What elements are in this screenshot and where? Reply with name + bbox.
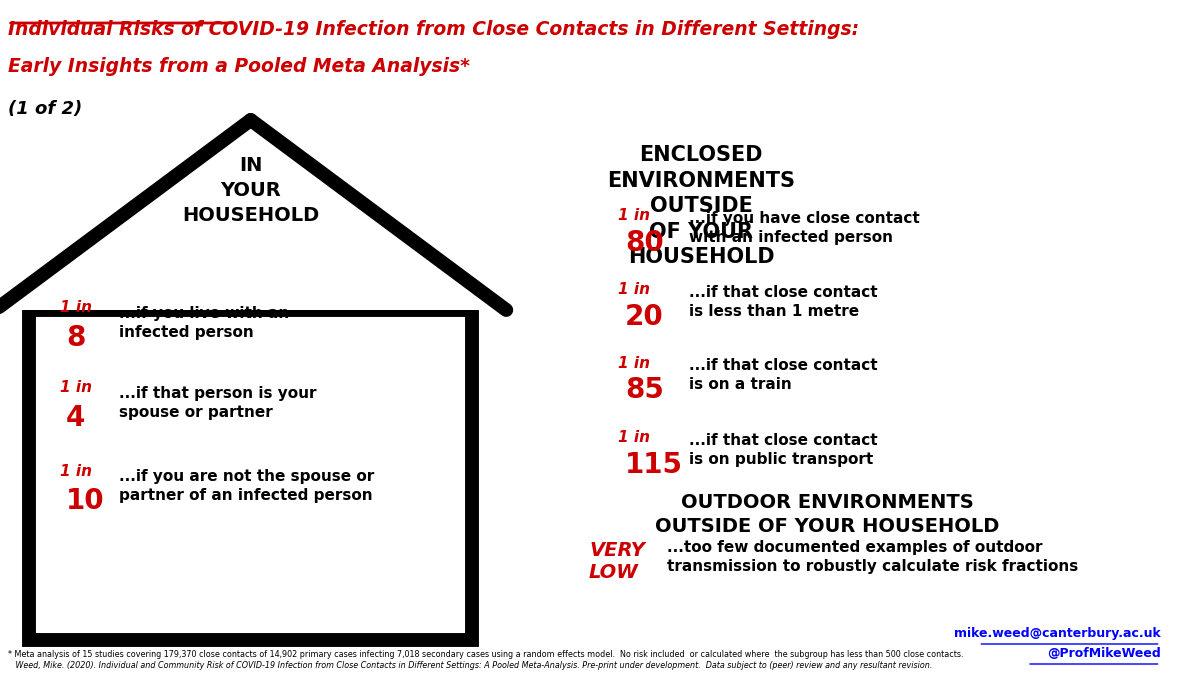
Text: 20: 20	[625, 303, 664, 331]
Text: 4: 4	[66, 404, 85, 432]
Text: ...if you are not the spouse or
partner of an infected person: ...if you are not the spouse or partner …	[119, 468, 374, 504]
Text: IN
YOUR
HOUSEHOLD: IN YOUR HOUSEHOLD	[182, 155, 319, 225]
Text: Individual Risks of COVID-19 Infection from Close Contacts in Different Settings: Individual Risks of COVID-19 Infection f…	[7, 20, 859, 39]
Text: 1 in: 1 in	[618, 356, 650, 371]
Text: ...if that person is your
spouse or partner: ...if that person is your spouse or part…	[119, 385, 317, 421]
Polygon shape	[0, 120, 506, 310]
Text: 8: 8	[66, 324, 85, 352]
Text: Weed, Mike. (2020). Individual and Community Risk of COVID-19 Infection from Clo: Weed, Mike. (2020). Individual and Commu…	[7, 661, 932, 670]
Text: 1 in: 1 in	[60, 381, 92, 396]
Text: ...too few documented examples of outdoor
transmission to robustly calculate ris: ...too few documented examples of outdoo…	[667, 540, 1078, 574]
FancyBboxPatch shape	[29, 310, 472, 640]
Text: OUTDOOR ENVIRONMENTS
OUTSIDE OF YOUR HOUSEHOLD: OUTDOOR ENVIRONMENTS OUTSIDE OF YOUR HOU…	[655, 493, 1000, 535]
Text: ...if you have close contact
with an infected person: ...if you have close contact with an inf…	[689, 211, 920, 245]
Text: ...if that close contact
is on a train: ...if that close contact is on a train	[689, 358, 878, 391]
Text: Early Insights from a Pooled Meta Analysis*: Early Insights from a Pooled Meta Analys…	[7, 57, 469, 76]
Text: ...if you live with an
infected person: ...if you live with an infected person	[119, 306, 289, 340]
Text: 1 in: 1 in	[60, 300, 92, 315]
Text: 1 in: 1 in	[60, 464, 92, 479]
Text: * Meta analysis of 15 studies covering 179,370 close contacts of 14,902 primary : * Meta analysis of 15 studies covering 1…	[7, 650, 964, 659]
Text: ...if that close contact
is less than 1 metre: ...if that close contact is less than 1 …	[689, 286, 878, 319]
Text: 80: 80	[625, 229, 664, 257]
Text: (1 of 2): (1 of 2)	[7, 100, 82, 118]
Text: ENCLOSED
ENVIRONMENTS
OUTSIDE
OF YOUR
HOUSEHOLD: ENCLOSED ENVIRONMENTS OUTSIDE OF YOUR HO…	[607, 145, 794, 267]
Text: @ProfMikeWeed: @ProfMikeWeed	[1046, 647, 1160, 660]
Text: 1 in: 1 in	[618, 283, 650, 298]
Text: 115: 115	[625, 451, 683, 479]
Text: 10: 10	[66, 487, 104, 515]
Text: ...if that close contact
is on public transport: ...if that close contact is on public tr…	[689, 433, 878, 467]
Text: 1 in: 1 in	[618, 431, 650, 446]
Text: 85: 85	[625, 376, 664, 404]
Text: mike.weed@canterbury.ac.uk: mike.weed@canterbury.ac.uk	[954, 627, 1160, 640]
Text: 1 in: 1 in	[618, 209, 650, 223]
Text: VERY
LOW: VERY LOW	[589, 541, 644, 583]
